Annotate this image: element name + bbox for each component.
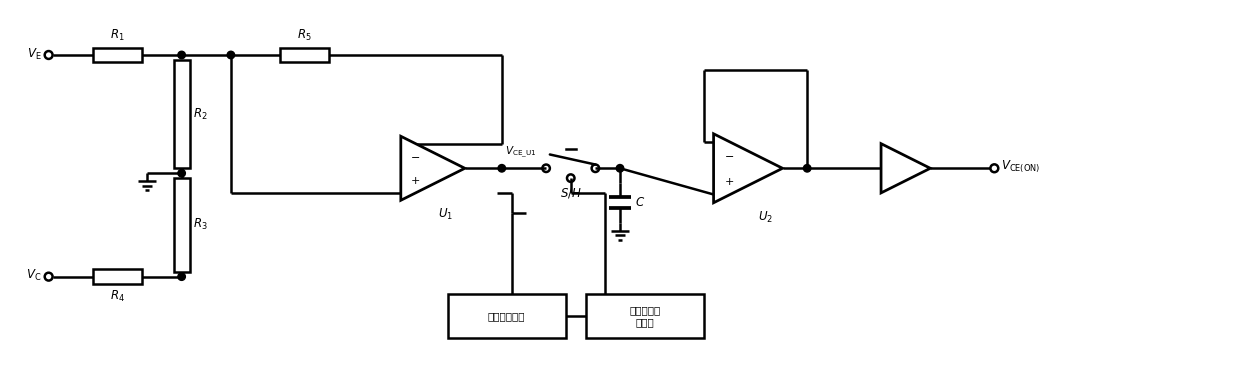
- Circle shape: [804, 164, 811, 172]
- Text: $+$: $+$: [724, 176, 734, 187]
- Text: $V_{\rm CE(ON)}$: $V_{\rm CE(ON)}$: [1001, 159, 1040, 175]
- Bar: [448, 294, 565, 338]
- Bar: [93, 269, 143, 284]
- Text: 单稳态多谐
振荡器: 单稳态多谐 振荡器: [629, 305, 660, 327]
- Text: $U_1$: $U_1$: [438, 207, 453, 222]
- Polygon shape: [713, 134, 782, 203]
- Text: $V_{\rm CE\_U1}$: $V_{\rm CE\_U1}$: [505, 145, 537, 160]
- Circle shape: [498, 164, 506, 172]
- Circle shape: [177, 169, 185, 177]
- Circle shape: [177, 51, 185, 59]
- Text: $C$: $C$: [635, 196, 645, 209]
- Polygon shape: [882, 144, 930, 193]
- Bar: [280, 48, 330, 62]
- Text: $-$: $-$: [410, 151, 420, 161]
- Circle shape: [227, 51, 234, 59]
- Bar: [174, 178, 190, 272]
- Text: $+$: $+$: [410, 175, 420, 186]
- Text: $S/H$: $S/H$: [560, 186, 582, 200]
- Text: $R_2$: $R_2$: [193, 107, 208, 122]
- Text: $R_3$: $R_3$: [193, 217, 208, 232]
- Text: $R_1$: $R_1$: [110, 28, 125, 43]
- Text: $R_5$: $R_5$: [298, 28, 312, 43]
- Text: $R_4$: $R_4$: [110, 288, 125, 304]
- Polygon shape: [401, 136, 465, 200]
- Text: 下降沿检测器: 下降沿检测器: [489, 311, 526, 321]
- Circle shape: [616, 164, 624, 172]
- Text: $V_{\rm C}$: $V_{\rm C}$: [26, 268, 42, 283]
- Text: $V_{\rm E}$: $V_{\rm E}$: [27, 47, 42, 62]
- Bar: [174, 60, 190, 168]
- Text: $U_2$: $U_2$: [758, 210, 773, 225]
- Bar: [93, 48, 143, 62]
- Bar: [585, 294, 704, 338]
- Circle shape: [177, 273, 185, 280]
- Text: $-$: $-$: [724, 150, 734, 160]
